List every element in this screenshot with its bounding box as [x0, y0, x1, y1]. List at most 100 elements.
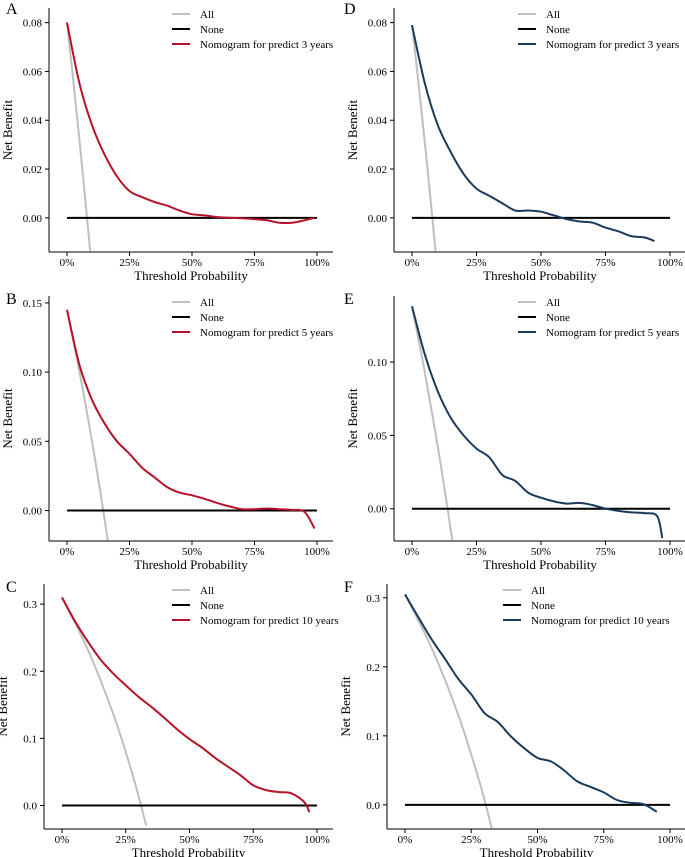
x-tick-label: 75%	[594, 834, 614, 846]
series-model-line	[411, 24, 655, 242]
y-tick-label: 0.1	[23, 733, 37, 745]
x-tick-label: 75%	[244, 257, 264, 269]
series-model-line	[66, 309, 316, 530]
legend: All None Nomogram for predict 10 years	[503, 585, 670, 627]
legend-none-label: None	[546, 24, 570, 36]
y-axis-title: Net Benefit	[345, 99, 360, 160]
panel-f: F 0.0 0.1 0.2 0.3 0% 25% 50% 75% 100% Threshold Pr…	[338, 579, 685, 857]
x-tick-label: 100%	[657, 834, 683, 846]
series-model-line	[404, 593, 658, 813]
panel-d: D 0.00 0.02 0.04 0.06 0.08 0% 25% 50% 75% 100% Thre…	[344, 1, 685, 283]
panel-a: A 0.00 0.02 0.04 0.06 0.08 0% 25% 50% 75% 100% Thre…	[0, 1, 333, 283]
y-tick-label: 0.00	[23, 506, 43, 518]
plot-area	[66, 22, 317, 251]
series-all-line	[66, 309, 109, 540]
y-tick-label: 0.04	[23, 115, 43, 127]
x-tick-label: 0%	[60, 546, 75, 558]
legend: All None Nomogram for predict 5 years	[172, 297, 333, 339]
x-tick-label: 0%	[398, 834, 413, 846]
panel-c: C 0.0 0.1 0.2 0.3 0% 25% 50% 75% 100% Threshold Pr…	[0, 579, 339, 857]
y-tick-label: 0.00	[368, 504, 388, 516]
panel-e: E 0.00 0.05 0.10 0% 25% 50% 75% 100% Threshold Pr…	[344, 291, 685, 572]
panel-label: C	[6, 579, 17, 596]
y-axis-title: Net Benefit	[345, 388, 360, 449]
legend: All None Nomogram for predict 3 years	[172, 9, 333, 51]
x-tick-label: 25%	[466, 257, 486, 269]
plot-area	[66, 309, 317, 540]
plot-area	[61, 596, 317, 826]
x-tick-label: 25%	[116, 834, 136, 846]
x-tick-label: 0%	[405, 546, 420, 558]
legend-model-label: Nomogram for predict 5 years	[546, 327, 679, 339]
y-tick-label: 0.02	[368, 164, 387, 176]
legend: All None Nomogram for predict 5 years	[518, 297, 679, 339]
legend-all-label: All	[200, 297, 214, 309]
panel-b: B 0.00 0.05 0.10 0.15 0% 25% 50% 75% 100% Threshol…	[0, 291, 333, 572]
series-all-line	[66, 22, 92, 251]
panel-label: B	[6, 291, 17, 308]
legend-model-label: Nomogram for predict 10 years	[200, 615, 339, 627]
y-tick-label: 0.04	[368, 115, 388, 127]
x-tick-label: 25%	[466, 546, 486, 558]
y-tick-label: 0.06	[23, 66, 43, 78]
y-tick-label: 0.06	[368, 66, 388, 78]
panel-label: F	[344, 579, 353, 596]
legend-none-label: None	[546, 312, 570, 324]
plot-area	[404, 593, 670, 828]
y-axis-title: Net Benefit	[338, 676, 353, 737]
x-axis-title: Threshold Probability	[480, 845, 594, 857]
y-tick-label: 0.3	[23, 599, 37, 611]
y-tick-label: 0.05	[368, 430, 388, 442]
legend: All None Nomogram for predict 3 years	[518, 9, 679, 51]
series-all-line	[404, 593, 493, 828]
legend-all-label: All	[546, 9, 560, 21]
y-tick-label: 0.2	[366, 662, 380, 674]
x-tick-label: 0%	[55, 834, 70, 846]
legend-none-label: None	[531, 600, 555, 612]
y-axis-title: Net Benefit	[0, 99, 15, 160]
y-tick-label: 0.15	[23, 298, 43, 310]
legend-model-label: Nomogram for predict 5 years	[200, 327, 333, 339]
x-axis-title: Threshold Probability	[134, 268, 248, 283]
y-tick-label: 0.1	[366, 731, 380, 743]
series-model-line	[61, 596, 311, 813]
x-tick-label: 75%	[244, 546, 264, 558]
panel-label: A	[6, 1, 18, 18]
legend-all-label: All	[200, 585, 214, 597]
x-tick-label: 75%	[595, 546, 615, 558]
plot-area	[411, 24, 670, 251]
panel-label: D	[344, 1, 356, 18]
legend-model-label: Nomogram for predict 3 years	[200, 39, 333, 51]
y-tick-label: 0.02	[23, 164, 42, 176]
x-tick-label: 100%	[304, 257, 330, 269]
x-axis-title: Threshold Probability	[134, 557, 248, 572]
x-tick-label: 0%	[405, 257, 420, 269]
x-axis-title: Threshold Probability	[483, 268, 597, 283]
y-axis-title: Net Benefit	[0, 388, 15, 449]
legend-all-label: All	[546, 297, 560, 309]
y-tick-label: 0.0	[23, 801, 37, 813]
y-tick-label: 0.3	[366, 593, 380, 605]
series-all-line	[61, 596, 148, 826]
x-axis-title: Threshold Probability	[483, 557, 597, 572]
x-tick-label: 0%	[60, 257, 75, 269]
y-tick-label: 0.10	[23, 367, 43, 379]
series-all-line	[411, 306, 454, 540]
y-tick-label: 0.2	[23, 666, 37, 678]
legend-all-label: All	[531, 585, 545, 597]
x-tick-label: 50%	[182, 546, 202, 558]
x-tick-label: 100%	[304, 546, 330, 558]
x-tick-label: 100%	[657, 257, 683, 269]
legend: All None Nomogram for predict 10 years	[172, 585, 339, 627]
x-tick-label: 75%	[595, 257, 615, 269]
series-model-line	[411, 306, 664, 539]
panel-label: E	[344, 291, 354, 308]
x-tick-label: 25%	[119, 257, 139, 269]
x-tick-label: 25%	[461, 834, 481, 846]
y-tick-label: 0.00	[23, 213, 43, 225]
y-tick-label: 0.0	[366, 800, 380, 812]
y-axis-title: Net Benefit	[0, 676, 10, 737]
x-tick-label: 100%	[304, 834, 330, 846]
legend-none-label: None	[200, 312, 224, 324]
